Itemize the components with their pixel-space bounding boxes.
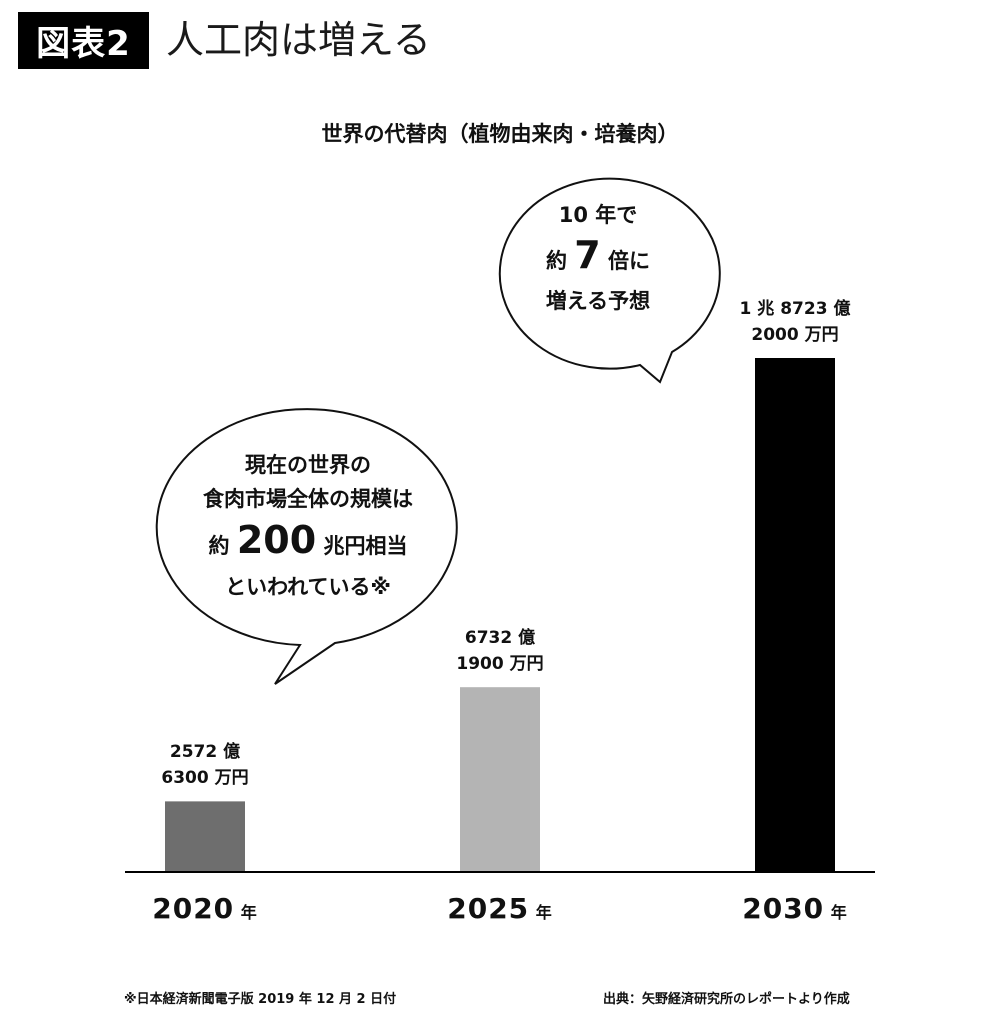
year-number: 2020 bbox=[152, 892, 235, 925]
bubble-right-text: 10 年で 約 7 倍に 増える予想 bbox=[488, 198, 708, 318]
bubble-left-text: 兆円相当 bbox=[323, 534, 408, 558]
headline: 人工肉は増える bbox=[166, 18, 431, 62]
speech-bubble-right bbox=[498, 177, 721, 384]
x-tick-label: 2020 年 bbox=[105, 892, 305, 925]
value-label: 2572 億 6300 万円 bbox=[125, 739, 285, 791]
year-number: 2025 bbox=[447, 892, 530, 925]
bubble-left-line: 食肉市場全体の規模は bbox=[203, 487, 413, 511]
speech-bubble-left bbox=[155, 408, 458, 685]
bar-2025 bbox=[460, 687, 540, 872]
value-label-line: 6300 万円 bbox=[161, 768, 249, 789]
value-label-line: 6732 億 bbox=[464, 628, 536, 649]
bubble-right-line: 10 年で bbox=[558, 203, 638, 227]
bar-2020 bbox=[165, 801, 245, 872]
bar-2030 bbox=[755, 358, 835, 872]
x-tick-label: 2030 年 bbox=[695, 892, 895, 925]
source-note: 出典：矢野経済研究所のレポートより作成 bbox=[603, 992, 850, 1007]
bubble-right-line: 増える予想 bbox=[545, 289, 651, 313]
bubble-left-line: 現在の世界の bbox=[245, 453, 371, 477]
value-label-line: 2000 万円 bbox=[751, 325, 839, 345]
bubble-right-text: 約 bbox=[545, 249, 567, 273]
value-label: 6732 億 1900 万円 bbox=[420, 625, 580, 677]
bubble-left-number: 200 bbox=[236, 518, 317, 562]
bubble-left-text: 約 bbox=[208, 534, 230, 558]
footnote: ※日本経済新聞電子版 2019 年 12 月 2 日付 bbox=[124, 992, 397, 1007]
value-label: 1 兆 8723 億 2000 万円 bbox=[715, 296, 875, 348]
year-number: 2030 bbox=[742, 892, 825, 925]
bubble-left-text: 現在の世界の 食肉市場全体の規模は 約 200 兆円相当 といわれている※ bbox=[158, 448, 458, 604]
bubble-left-line: といわれている※ bbox=[225, 575, 391, 599]
x-tick-label: 2025 年 bbox=[400, 892, 600, 925]
figure-badge: 図表2 bbox=[18, 12, 149, 69]
year-suffix: 年 bbox=[529, 903, 553, 922]
year-suffix: 年 bbox=[824, 903, 848, 922]
chart-title: 世界の代替肉（植物由来肉・培養肉） bbox=[321, 122, 679, 146]
value-label-line: 2572 億 bbox=[169, 742, 241, 763]
bubble-right-text: 倍に bbox=[608, 249, 651, 273]
value-label-line: 1 兆 8723 億 bbox=[739, 299, 851, 319]
bubble-right-number: 7 bbox=[574, 233, 601, 277]
value-label-line: 1900 万円 bbox=[456, 654, 544, 675]
year-suffix: 年 bbox=[234, 903, 258, 922]
